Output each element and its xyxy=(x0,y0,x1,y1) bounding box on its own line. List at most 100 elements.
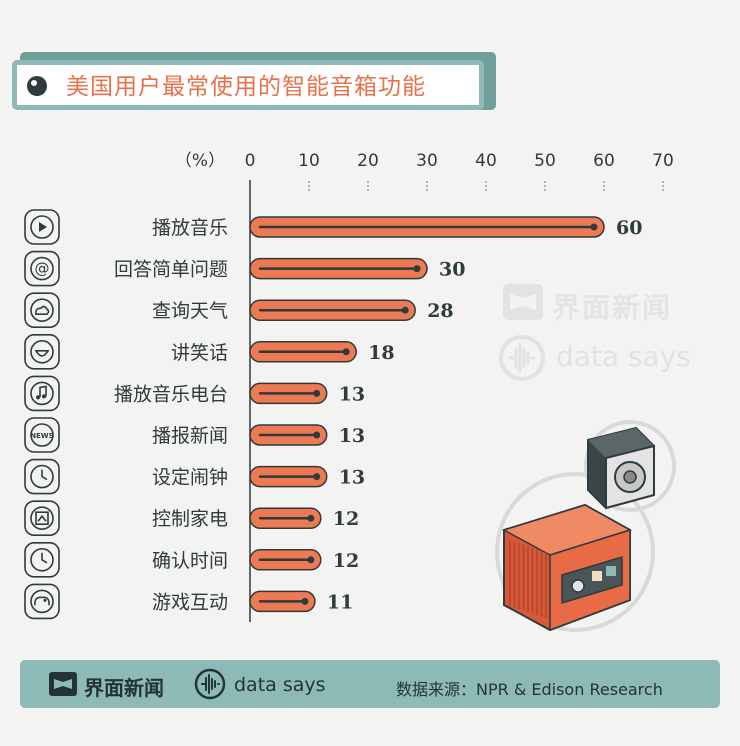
smile-glyph xyxy=(34,350,50,357)
x-tick-label: 0 xyxy=(245,151,256,171)
value-label: 13 xyxy=(339,467,365,489)
knob xyxy=(571,579,585,593)
title-banner xyxy=(12,60,484,110)
x-tick-label: 50 xyxy=(534,151,556,171)
icon-ring xyxy=(30,215,54,239)
value-label: 30 xyxy=(439,259,465,281)
home-control-icon xyxy=(24,500,60,537)
at-glyph: @ xyxy=(35,260,50,278)
note-stem xyxy=(39,385,47,398)
clock-hands xyxy=(41,552,48,564)
bar-row: 确认时间 12 xyxy=(24,541,359,578)
category-label: 设定闹钟 xyxy=(152,467,228,489)
value-label: 60 xyxy=(616,217,642,239)
axis-unit-label: （%） xyxy=(175,151,225,171)
deco-ring xyxy=(584,420,676,512)
watermark-brand: 界面新闻 xyxy=(552,291,673,324)
bar-row: 播放音乐 60 xyxy=(24,209,642,245)
button-teal xyxy=(606,566,616,576)
smart-speaker-illustration xyxy=(495,420,676,632)
icon-frame xyxy=(24,417,60,453)
icon-frame xyxy=(24,250,60,287)
value-label: 11 xyxy=(327,591,353,613)
small-speaker-center xyxy=(623,470,637,484)
icon-frame xyxy=(24,458,60,495)
play-glyph xyxy=(39,222,47,232)
bar-end-dot xyxy=(401,306,409,314)
bar-end-dot xyxy=(307,514,315,522)
music-note-icon xyxy=(24,375,60,412)
clock-icon xyxy=(24,458,60,495)
icon-ring xyxy=(30,589,54,614)
gamepad-icon xyxy=(24,583,60,620)
clock-icon xyxy=(24,541,60,578)
value-label: 18 xyxy=(368,342,394,364)
value-label: 12 xyxy=(333,508,359,530)
icon-ring xyxy=(30,298,54,323)
bar-end-dot xyxy=(301,597,309,605)
category-label: 确认时间 xyxy=(152,550,228,572)
icon-ring xyxy=(30,547,54,572)
value-label: 13 xyxy=(339,383,365,405)
smile-icon xyxy=(24,333,60,370)
bar-end-dot xyxy=(413,265,421,273)
category-label: 回答简单问题 xyxy=(114,259,228,281)
x-tick-label: 60 xyxy=(593,151,615,171)
footer-sub: data says xyxy=(234,674,326,696)
note-head xyxy=(36,395,40,400)
value-label: 12 xyxy=(333,550,359,572)
news-icon: NEWS xyxy=(24,417,60,453)
watermark-brand-icon-inner xyxy=(510,294,536,310)
icon-frame xyxy=(24,375,60,412)
bar-row: 讲笑话 18 xyxy=(24,333,395,370)
bar-end-dot xyxy=(313,431,321,439)
chart-title: 美国用户最常使用的智能音箱功能 xyxy=(66,74,426,100)
home-glyph xyxy=(35,511,49,526)
bar-row: 游戏互动 11 xyxy=(24,583,353,620)
play-icon xyxy=(24,209,60,245)
x-tick-label: 10 xyxy=(298,151,320,171)
x-tick-label: 30 xyxy=(416,151,438,171)
icon-ring xyxy=(30,339,54,364)
icon-ring xyxy=(30,464,54,489)
bar-end-dot xyxy=(307,556,315,564)
category-label: 播报新闻 xyxy=(152,425,228,447)
bar-row: 查询天气 28 xyxy=(24,292,454,329)
x-tick-label: 20 xyxy=(357,151,379,171)
home-glyph-roof xyxy=(37,514,47,522)
watermark-sub: data says xyxy=(556,340,691,373)
icon-frame xyxy=(24,333,60,370)
note-head xyxy=(42,394,46,399)
speaker-dot-icon xyxy=(27,76,47,96)
cloud-glyph xyxy=(35,305,50,315)
footer-bar xyxy=(20,660,720,708)
clock-hands xyxy=(41,469,48,481)
watermark-sub-icon xyxy=(499,335,545,381)
icon-frame xyxy=(24,583,60,620)
category-label: 播放音乐 xyxy=(152,217,228,239)
bar-end-dot xyxy=(590,223,598,231)
jiemian-logo-icon xyxy=(49,672,77,696)
icon-frame xyxy=(24,209,60,245)
news-glyph: NEWS xyxy=(30,432,53,440)
category-label: 讲笑话 xyxy=(171,342,228,364)
bar-row: 播放音乐电台 13 xyxy=(24,375,365,412)
bar-end-dot xyxy=(342,348,350,356)
bar-row: NEWS 播报新闻 13 xyxy=(24,417,365,453)
watermark-logo xyxy=(499,284,545,381)
category-label: 游戏互动 xyxy=(152,591,228,613)
bar-row: 设定闹钟 13 xyxy=(24,458,365,495)
icon-ring xyxy=(30,381,54,406)
weather-icon xyxy=(24,292,60,329)
value-label: 13 xyxy=(339,425,365,447)
deco-ring xyxy=(495,472,655,632)
gamepad-button xyxy=(43,598,47,602)
bar-row: @ 回答简单问题 30 xyxy=(24,250,465,287)
x-tick-label: 70 xyxy=(652,151,674,171)
footer-brand: 界面新闻 xyxy=(84,676,164,700)
value-label: 28 xyxy=(427,300,453,322)
footer-source: 数据来源：NPR & Edison Research xyxy=(396,680,663,699)
small-speaker-top xyxy=(588,428,654,458)
button-light xyxy=(592,571,602,581)
